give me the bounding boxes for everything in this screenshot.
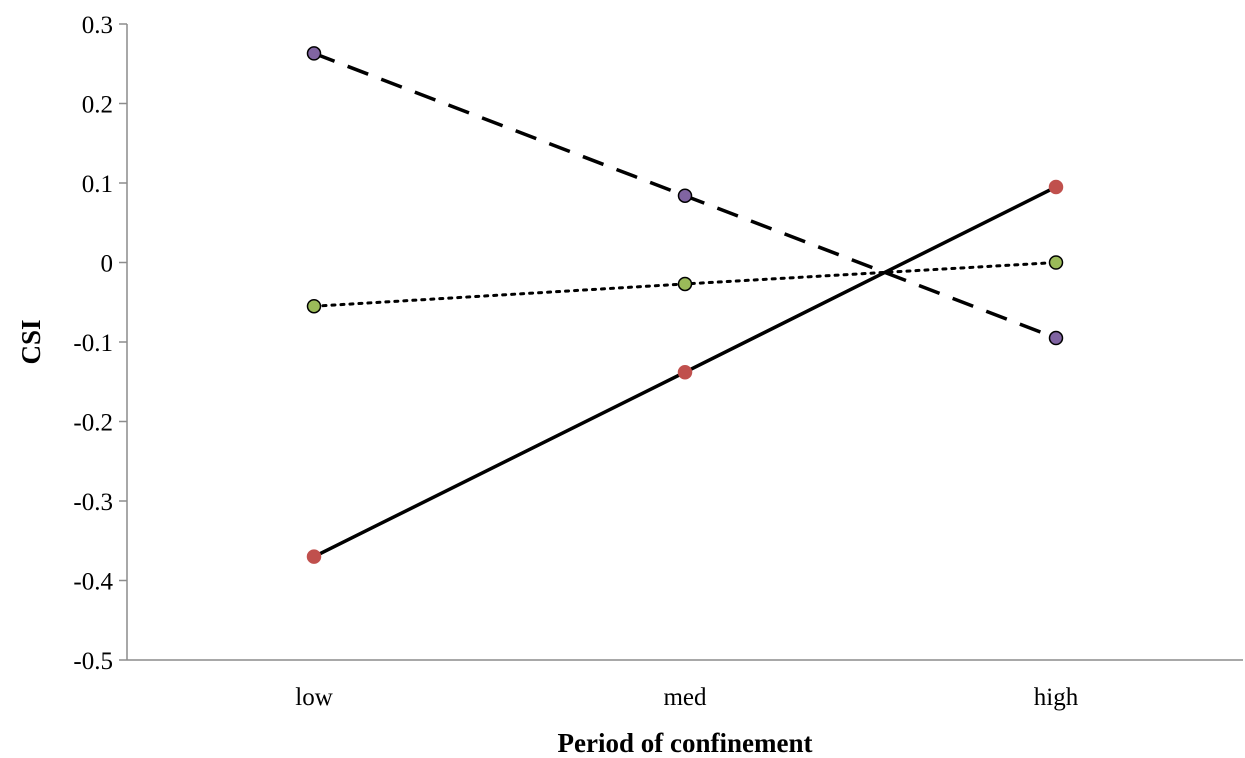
data-point <box>1048 330 1064 346</box>
x-tick-label: low <box>295 684 333 711</box>
data-point <box>306 549 322 564</box>
y-tick-label: 0.1 <box>82 171 113 198</box>
series-2 <box>306 255 1064 314</box>
series-layer <box>306 46 1064 564</box>
y-tick-label: 0.3 <box>82 12 113 39</box>
y-tick-label: -0.5 <box>73 648 113 675</box>
data-point <box>677 364 693 380</box>
data-point <box>306 46 322 61</box>
series-1 <box>306 46 1064 346</box>
data-point <box>677 188 693 203</box>
y-tick-label: -0.1 <box>73 330 113 357</box>
data-point <box>677 276 693 292</box>
y-axis-title: CSI <box>16 319 46 364</box>
y-tick-label: -0.3 <box>73 489 113 516</box>
data-point <box>1048 255 1064 270</box>
y-tick-label: 0 <box>101 251 114 278</box>
axes <box>126 24 1243 661</box>
y-tick-label: -0.4 <box>73 569 113 596</box>
data-point <box>306 298 322 314</box>
data-point <box>1048 179 1064 195</box>
y-tick-label: 0.2 <box>82 92 113 119</box>
x-axis-title: Period of confinement <box>558 728 813 758</box>
x-tick-label: med <box>663 684 707 711</box>
series-3 <box>306 179 1064 564</box>
y-ticks: 0.3 0.2 0.1 0 -0.1 -0.2 -0.3 -0.4 -0.5 <box>73 12 127 675</box>
x-ticks: low med high <box>295 684 1078 711</box>
x-tick-label: high <box>1034 684 1079 711</box>
y-tick-label: -0.2 <box>73 410 113 437</box>
